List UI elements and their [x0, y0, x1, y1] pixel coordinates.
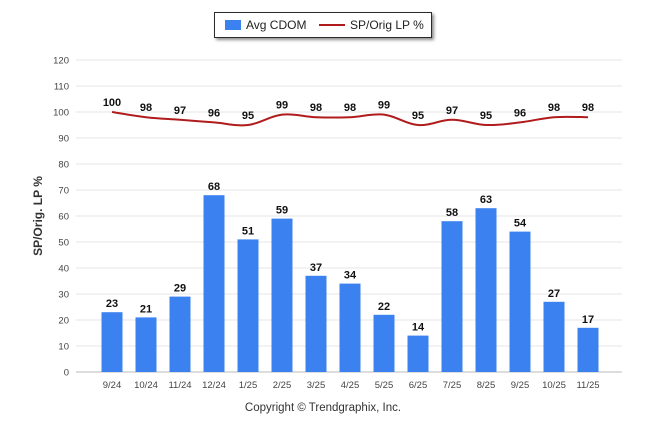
legend-item-avg-cdom[interactable]: Avg CDOM: [225, 18, 306, 32]
bar-value-label: 54: [514, 218, 527, 230]
bar-value-label: 59: [276, 205, 288, 217]
line-value-label: 98: [548, 102, 560, 114]
bar[interactable]: [373, 314, 395, 372]
y-tick-label: 60: [58, 212, 69, 223]
bar-value-label: 63: [480, 194, 492, 206]
bar[interactable]: [101, 312, 123, 372]
bar-data-labels: 23 21 29 68 51 59 37 34 22 14 58 63 54 27 17: [106, 181, 594, 333]
bar[interactable]: [135, 317, 157, 372]
y-tick-label: 20: [58, 316, 69, 327]
bar-value-label: 27: [548, 288, 560, 300]
bar-value-label: 22: [378, 301, 390, 313]
line-value-label: 95: [412, 110, 424, 122]
bar-value-label: 29: [174, 283, 186, 295]
bar-value-label: 14: [412, 322, 425, 334]
line-value-label: 96: [514, 107, 526, 119]
bar[interactable]: [543, 301, 565, 372]
x-tick-label: 11/25: [576, 380, 599, 391]
y-tick-label: 110: [54, 82, 69, 93]
x-axis-ticks: 9/24 10/24 11/24 12/24 1/25 2/25 3/25 4/25 5/25 6…: [103, 380, 600, 391]
line-value-label: 99: [276, 100, 288, 112]
line-value-label: 96: [208, 107, 220, 119]
y-tick-label: 10: [58, 342, 69, 353]
x-tick-label: 7/25: [443, 380, 462, 391]
y-tick-label: 50: [58, 238, 69, 249]
bar-series: [101, 195, 599, 372]
bar-value-label: 58: [446, 207, 458, 219]
bar[interactable]: [169, 296, 191, 372]
line-value-label: 95: [480, 110, 492, 122]
line-value-label: 97: [174, 105, 186, 117]
legend-label-avg-cdom: Avg CDOM: [246, 18, 307, 32]
x-tick-label: 12/24: [202, 380, 226, 391]
x-tick-label: 6/25: [409, 380, 428, 391]
bar[interactable]: [441, 221, 463, 372]
line-data-labels: 100 98 97 96 95 99 98 98 99 95 97 95 96 98 98: [103, 97, 594, 122]
sp-orig-line[interactable]: [111, 111, 589, 127]
bar[interactable]: [509, 231, 531, 372]
bar[interactable]: [407, 335, 429, 372]
line-value-label: 98: [310, 102, 322, 114]
gridlines: [76, 59, 622, 373]
bar-value-label: 34: [344, 270, 357, 282]
bar[interactable]: [237, 239, 259, 372]
legend: Avg CDOM SP/Orig LP %: [214, 12, 432, 38]
x-tick-label: 10/25: [542, 380, 566, 391]
x-tick-label: 3/25: [307, 380, 326, 391]
x-tick-label: 11/24: [168, 380, 191, 391]
y-axis-title: SP/Orig. LP %: [31, 176, 45, 256]
bar[interactable]: [271, 218, 293, 372]
x-tick-label: 10/24: [134, 380, 158, 391]
x-tick-label: 2/25: [273, 380, 292, 391]
y-tick-label: 80: [58, 160, 69, 171]
bar-value-label: 23: [106, 298, 118, 310]
x-tick-label: 9/24: [103, 380, 122, 391]
bar-value-label: 21: [140, 303, 152, 315]
x-tick-label: 1/25: [239, 380, 258, 391]
y-tick-label: 70: [58, 186, 69, 197]
y-tick-label: 30: [58, 290, 69, 301]
y-tick-label: 0: [64, 368, 69, 379]
legend-item-sp-orig[interactable]: SP/Orig LP %: [319, 18, 424, 32]
bar[interactable]: [475, 208, 497, 372]
bar-value-label: 17: [582, 314, 594, 326]
x-tick-label: 9/25: [511, 380, 530, 391]
bar-value-label: 37: [310, 262, 322, 274]
x-tick-label: 4/25: [341, 380, 360, 391]
bar[interactable]: [577, 327, 599, 372]
copyright-text: Copyright © Trendgraphix, Inc.: [244, 402, 402, 414]
y-axis-ticks: 0 10 20 30 40 50 60 70 80 90 100 110 120: [53, 56, 69, 379]
y-tick-label: 100: [53, 108, 69, 119]
bar[interactable]: [305, 275, 327, 372]
line-value-label: 98: [140, 102, 152, 114]
bar[interactable]: [203, 195, 225, 372]
line-series: [111, 111, 589, 127]
x-tick-label: 8/25: [477, 380, 496, 391]
line-value-label: 97: [446, 105, 458, 117]
x-tick-label: 5/25: [375, 380, 394, 391]
line-value-label: 95: [242, 110, 254, 122]
legend-swatch-bar: [225, 20, 241, 30]
legend-swatch-line: [319, 24, 345, 26]
line-value-label: 98: [582, 102, 594, 114]
bar-value-label: 51: [242, 225, 254, 237]
y-tick-label: 90: [58, 134, 69, 145]
bar[interactable]: [339, 283, 361, 372]
legend-label-sp-orig: SP/Orig LP %: [350, 18, 424, 32]
line-value-label: 100: [103, 97, 121, 109]
line-value-label: 98: [344, 102, 356, 114]
bar-value-label: 68: [208, 181, 220, 193]
y-tick-label: 120: [53, 56, 69, 67]
y-tick-label: 40: [58, 264, 69, 275]
line-value-label: 99: [378, 100, 390, 112]
